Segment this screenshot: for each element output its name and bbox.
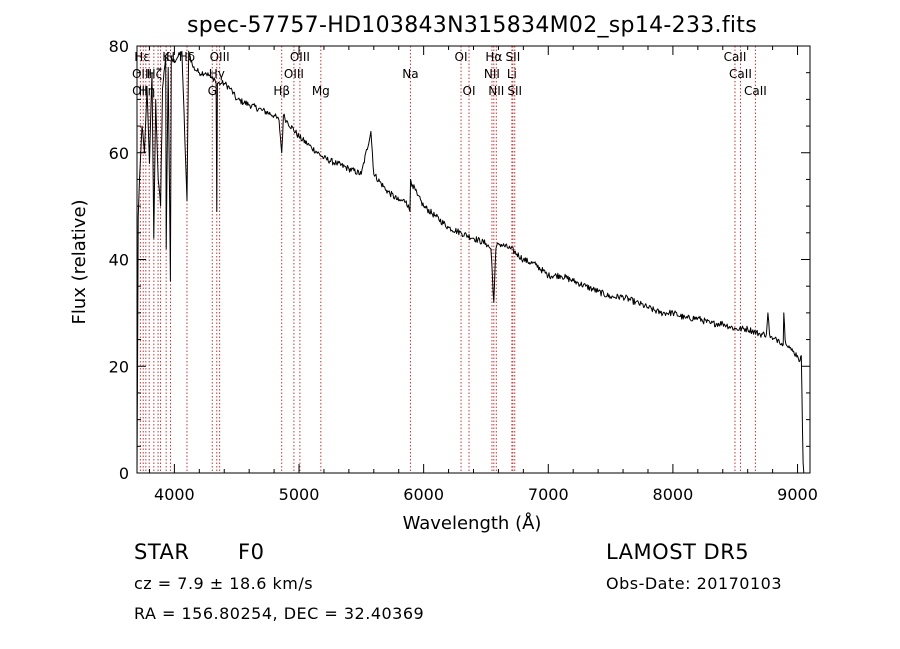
line-marker-label: Hδ <box>179 50 195 64</box>
line-marker-label: SII <box>507 84 522 98</box>
line-marker-label: CaII <box>744 84 767 98</box>
line-marker-label: CaII <box>729 67 752 81</box>
line-marker-label: K <box>162 50 171 64</box>
x-tick-label: 6000 <box>403 485 444 504</box>
line-marker-label: Hβ <box>273 84 290 98</box>
line-marker-label: Hγ <box>209 67 225 81</box>
observation-date: Obs-Date: 20170103 <box>606 574 783 593</box>
y-tick-label: 60 <box>109 144 129 163</box>
line-marker-label: Hζ <box>147 67 163 81</box>
line-marker-label: H <box>166 50 175 64</box>
line-marker-label: Na <box>402 67 418 81</box>
line-markers <box>139 46 756 473</box>
line-marker-label: Hε <box>134 50 150 64</box>
y-tick-label: 20 <box>109 357 129 376</box>
object-type: STAR <box>134 540 190 564</box>
line-marker-label: OIII <box>132 67 152 81</box>
line-marker-label: OII <box>132 84 149 98</box>
y-tick-label: 40 <box>109 251 129 270</box>
line-marker-label: OIII <box>290 50 310 64</box>
axis-ticks: 4000 5000 6000 7000 8000 9000 0 20 40 60 80 <box>109 37 818 504</box>
spectrum-line <box>136 50 805 474</box>
line-marker-label: NII <box>484 67 500 81</box>
y-axis-label: Flux (relative) <box>69 199 90 324</box>
line-marker-label: Li <box>507 67 517 81</box>
survey-name: LAMOST DR5 <box>606 540 750 564</box>
redshift-value: cz = 7.9 ± 18.6 km/s <box>134 574 314 593</box>
line-marker-label: OI <box>455 50 468 64</box>
line-marker-label: Hα <box>485 50 502 64</box>
line-marker-label: NII <box>488 84 504 98</box>
x-axis-label: Wavelength (Å) <box>403 512 542 534</box>
line-marker-labels: OII KH Hδ G Hγ OIII Hβ OIII OIII Mg Na OI OI NII Hα NII… <box>132 50 767 98</box>
x-tick-label: 5000 <box>279 485 320 504</box>
spectral-subclass: F0 <box>238 540 265 564</box>
line-marker-label: CaII <box>724 50 747 64</box>
x-tick-label: 9000 <box>777 485 818 504</box>
x-tick-label: 8000 <box>653 485 694 504</box>
line-marker-label: Mg <box>312 84 330 98</box>
line-marker-label: OIII <box>210 50 230 64</box>
line-marker-label: OIII <box>284 67 304 81</box>
x-tick-label: 4000 <box>154 485 195 504</box>
x-tick-label: 7000 <box>528 485 569 504</box>
line-marker-label: OI <box>463 84 476 98</box>
series-layer <box>136 50 805 474</box>
chart-background <box>0 0 900 535</box>
line-marker-label: Hη <box>139 84 156 98</box>
y-tick-label: 0 <box>119 464 129 483</box>
coordinates: RA = 156.80254, DEC = 32.40369 <box>134 604 425 623</box>
line-marker-label: SII <box>506 50 521 64</box>
chart-title: spec-57757-HD103843N315834M02_sp14-233.f… <box>187 13 757 38</box>
line-marker-label: G <box>208 84 217 98</box>
y-tick-label: 80 <box>109 37 129 56</box>
